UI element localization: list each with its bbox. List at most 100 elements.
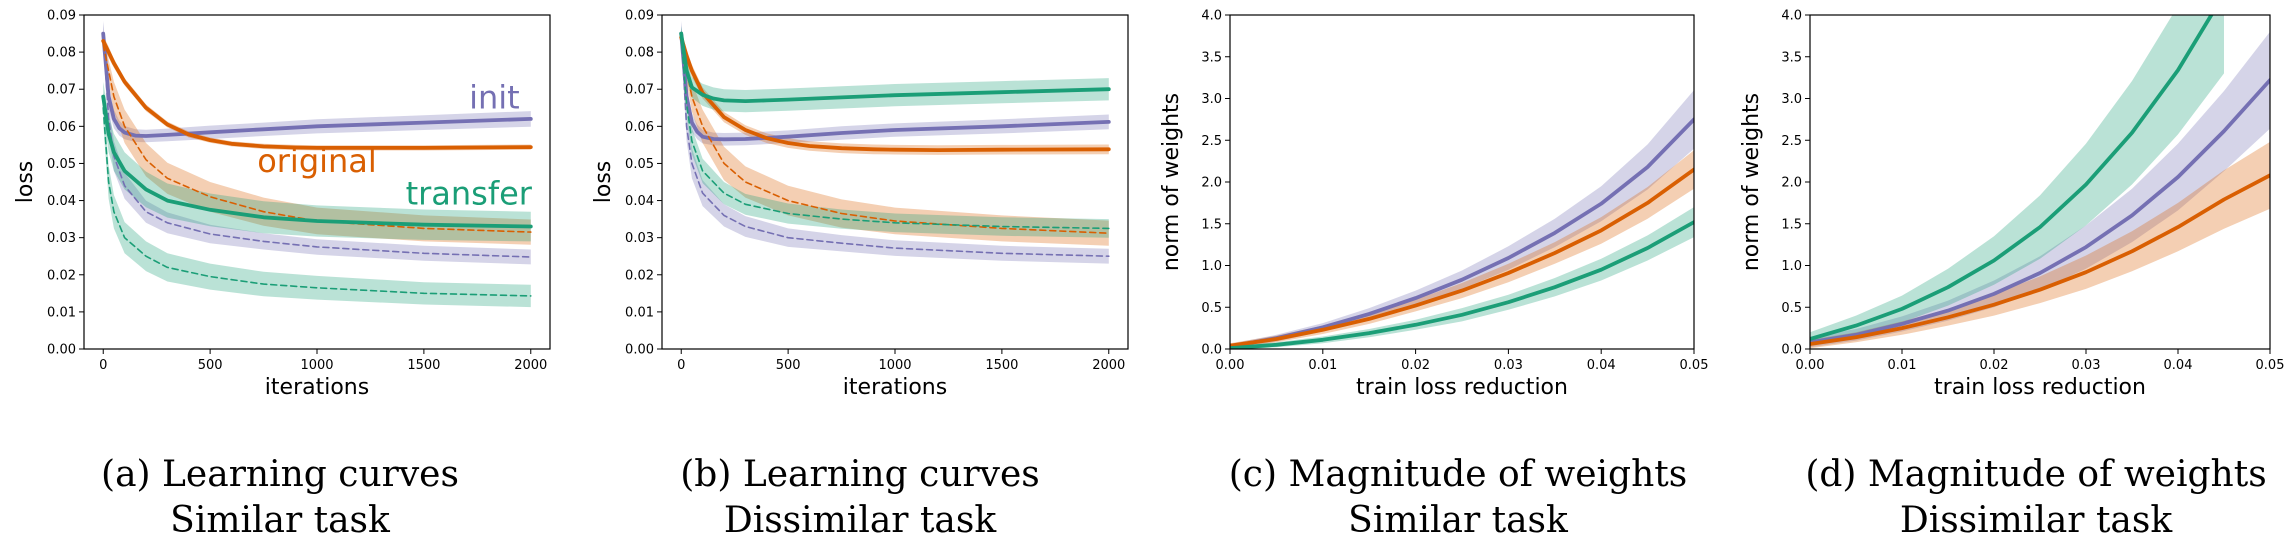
panel-caption-line: Dissimilar task xyxy=(724,500,998,541)
panel-caption-line: (a) Learning curves xyxy=(101,454,459,495)
y-tick-label: 3.0 xyxy=(1201,92,1222,107)
confidence-band-init-solid xyxy=(1810,31,2270,348)
chart-panel-d: 0.00 0.01 0.02 0.03 0.04 0.05 0.0 0.5 1.0 1.5 2.0 2… xyxy=(1739,9,2285,542)
confidence-band-init-solid xyxy=(681,20,1109,146)
panel-caption-line: (d) Magnitude of weights xyxy=(1805,454,2266,495)
confidence-band-transfer-solid xyxy=(1230,207,1694,349)
series-annotation-transfer: transfer xyxy=(406,174,533,212)
series-line-original-solid xyxy=(1230,167,1694,348)
y-tick-label: 0.01 xyxy=(625,305,654,320)
y-tick-label: 2.0 xyxy=(1201,176,1222,191)
y-tick-label: 0.02 xyxy=(625,268,654,283)
y-tick-label: 0.02 xyxy=(47,268,76,283)
y-axis-label: loss xyxy=(13,161,38,204)
series-line-transfer-solid xyxy=(679,31,1111,103)
y-tick-label: 0.07 xyxy=(47,83,76,98)
series-line-init-solid xyxy=(1230,117,1694,349)
x-tick-label: 0 xyxy=(677,358,685,373)
y-tick-label: 3.5 xyxy=(1201,50,1222,65)
confidence-band-original-dashed xyxy=(681,33,1109,246)
x-tick-label: 2000 xyxy=(1092,358,1125,373)
x-tick-label: 1000 xyxy=(878,358,911,373)
y-tick-label: 0.01 xyxy=(47,305,76,320)
panel-caption-line: (b) Learning curves xyxy=(680,454,1040,495)
series-line-original-solid xyxy=(101,39,533,150)
x-tick-label: 0.03 xyxy=(2072,358,2101,373)
y-tick-label: 0.06 xyxy=(625,120,654,135)
confidence-band-init-solid xyxy=(1230,90,1694,349)
y-tick-label: 0.0 xyxy=(1781,343,1802,358)
x-tick-label: 0.02 xyxy=(1401,358,1430,373)
y-tick-label: 1.0 xyxy=(1781,259,1802,274)
y-tick-label: 0.06 xyxy=(47,120,76,135)
y-tick-label: 0.00 xyxy=(47,343,76,358)
series-line-transfer-solid xyxy=(1230,220,1694,349)
y-tick-label: 0.03 xyxy=(625,231,654,246)
confidence-band-transfer-solid xyxy=(1810,15,2224,346)
confidence-band-init-solid xyxy=(103,20,531,143)
plot-area xyxy=(1230,90,1694,349)
y-tick-label: 0.5 xyxy=(1781,301,1802,316)
confidence-band-transfer-solid xyxy=(103,81,531,242)
panel-caption-line: Similar task xyxy=(1348,500,1569,541)
y-tick-label: 0.07 xyxy=(625,83,654,98)
y-tick-label: 0.5 xyxy=(1201,301,1222,316)
y-tick-label: 0.08 xyxy=(47,46,76,61)
y-tick-label: 3.0 xyxy=(1781,92,1802,107)
x-axis-label: iterations xyxy=(265,375,369,400)
confidence-band-transfer-dashed xyxy=(103,92,531,308)
x-tick-label: 0.01 xyxy=(1888,358,1917,373)
x-tick-label: 0.00 xyxy=(1796,358,1825,373)
y-tick-label: 0.0 xyxy=(1201,343,1222,358)
x-tick-label: 0.01 xyxy=(1308,358,1337,373)
chart-panel-c: 0.00 0.01 0.02 0.03 0.04 0.05 0.0 0.5 1.0 1.5 2.0 2… xyxy=(1159,9,1708,542)
series-line-transfer-dashed xyxy=(102,107,532,297)
y-tick-label: 2.5 xyxy=(1781,134,1802,149)
series-annotation-original: original xyxy=(257,142,377,180)
chart-panel-b: 0 500 1000 1500 2000 0.00 0.01 0.02 0.03 0.04 0.05… xyxy=(591,9,1129,541)
x-axis-label: train loss reduction xyxy=(1934,375,2146,400)
y-tick-label: 0.05 xyxy=(47,157,76,172)
panel-caption-line: (c) Magnitude of weights xyxy=(1229,454,1687,495)
y-tick-label: 1.5 xyxy=(1781,217,1802,232)
x-tick-label: 0.04 xyxy=(2164,358,2193,373)
x-axis-label: train loss reduction xyxy=(1356,375,1568,400)
x-tick-label: 0.05 xyxy=(1680,358,1709,373)
y-tick-label: 2.5 xyxy=(1201,134,1222,149)
x-tick-label: 500 xyxy=(776,358,801,373)
plot-area xyxy=(679,20,1111,264)
y-tick-label: 4.0 xyxy=(1781,9,1802,24)
y-tick-label: 1.0 xyxy=(1201,259,1222,274)
y-tick-label: 4.0 xyxy=(1201,9,1222,24)
y-tick-label: 0.09 xyxy=(47,9,76,24)
x-tick-label: 1500 xyxy=(985,358,1018,373)
y-axis-label: loss xyxy=(591,161,616,204)
x-tick-label: 2000 xyxy=(514,358,547,373)
y-tick-label: 2.0 xyxy=(1781,176,1802,191)
x-tick-label: 0.04 xyxy=(1587,358,1616,373)
x-tick-label: 1500 xyxy=(407,358,440,373)
chart-panel-a: 0 500 1000 1500 2000 0.00 0.01 0.02 0.03 0.04 0.05… xyxy=(13,9,551,541)
y-axis-label: norm of weights xyxy=(1739,93,1764,271)
series-line-init-solid xyxy=(101,31,533,138)
y-tick-label: 1.5 xyxy=(1201,217,1222,232)
series-line-original-solid xyxy=(679,35,1111,153)
series-annotation-init: init xyxy=(469,79,520,117)
series-line-original-dashed xyxy=(680,40,1110,234)
y-tick-label: 0.00 xyxy=(625,343,654,358)
y-tick-label: 3.5 xyxy=(1781,50,1802,65)
y-tick-label: 0.09 xyxy=(625,9,654,24)
series-line-transfer-solid xyxy=(101,94,533,229)
confidence-band-original-solid xyxy=(1810,141,2270,349)
x-tick-label: 0.00 xyxy=(1216,358,1245,373)
plot-area xyxy=(1810,15,2270,349)
series-line-original-solid xyxy=(1810,173,2270,346)
plot-area xyxy=(101,20,533,308)
y-tick-label: 0.04 xyxy=(625,194,654,209)
x-tick-label: 0.05 xyxy=(2256,358,2285,373)
panel-caption-line: Similar task xyxy=(170,500,391,541)
y-tick-label: 0.04 xyxy=(47,194,76,209)
x-tick-label: 500 xyxy=(198,358,223,373)
